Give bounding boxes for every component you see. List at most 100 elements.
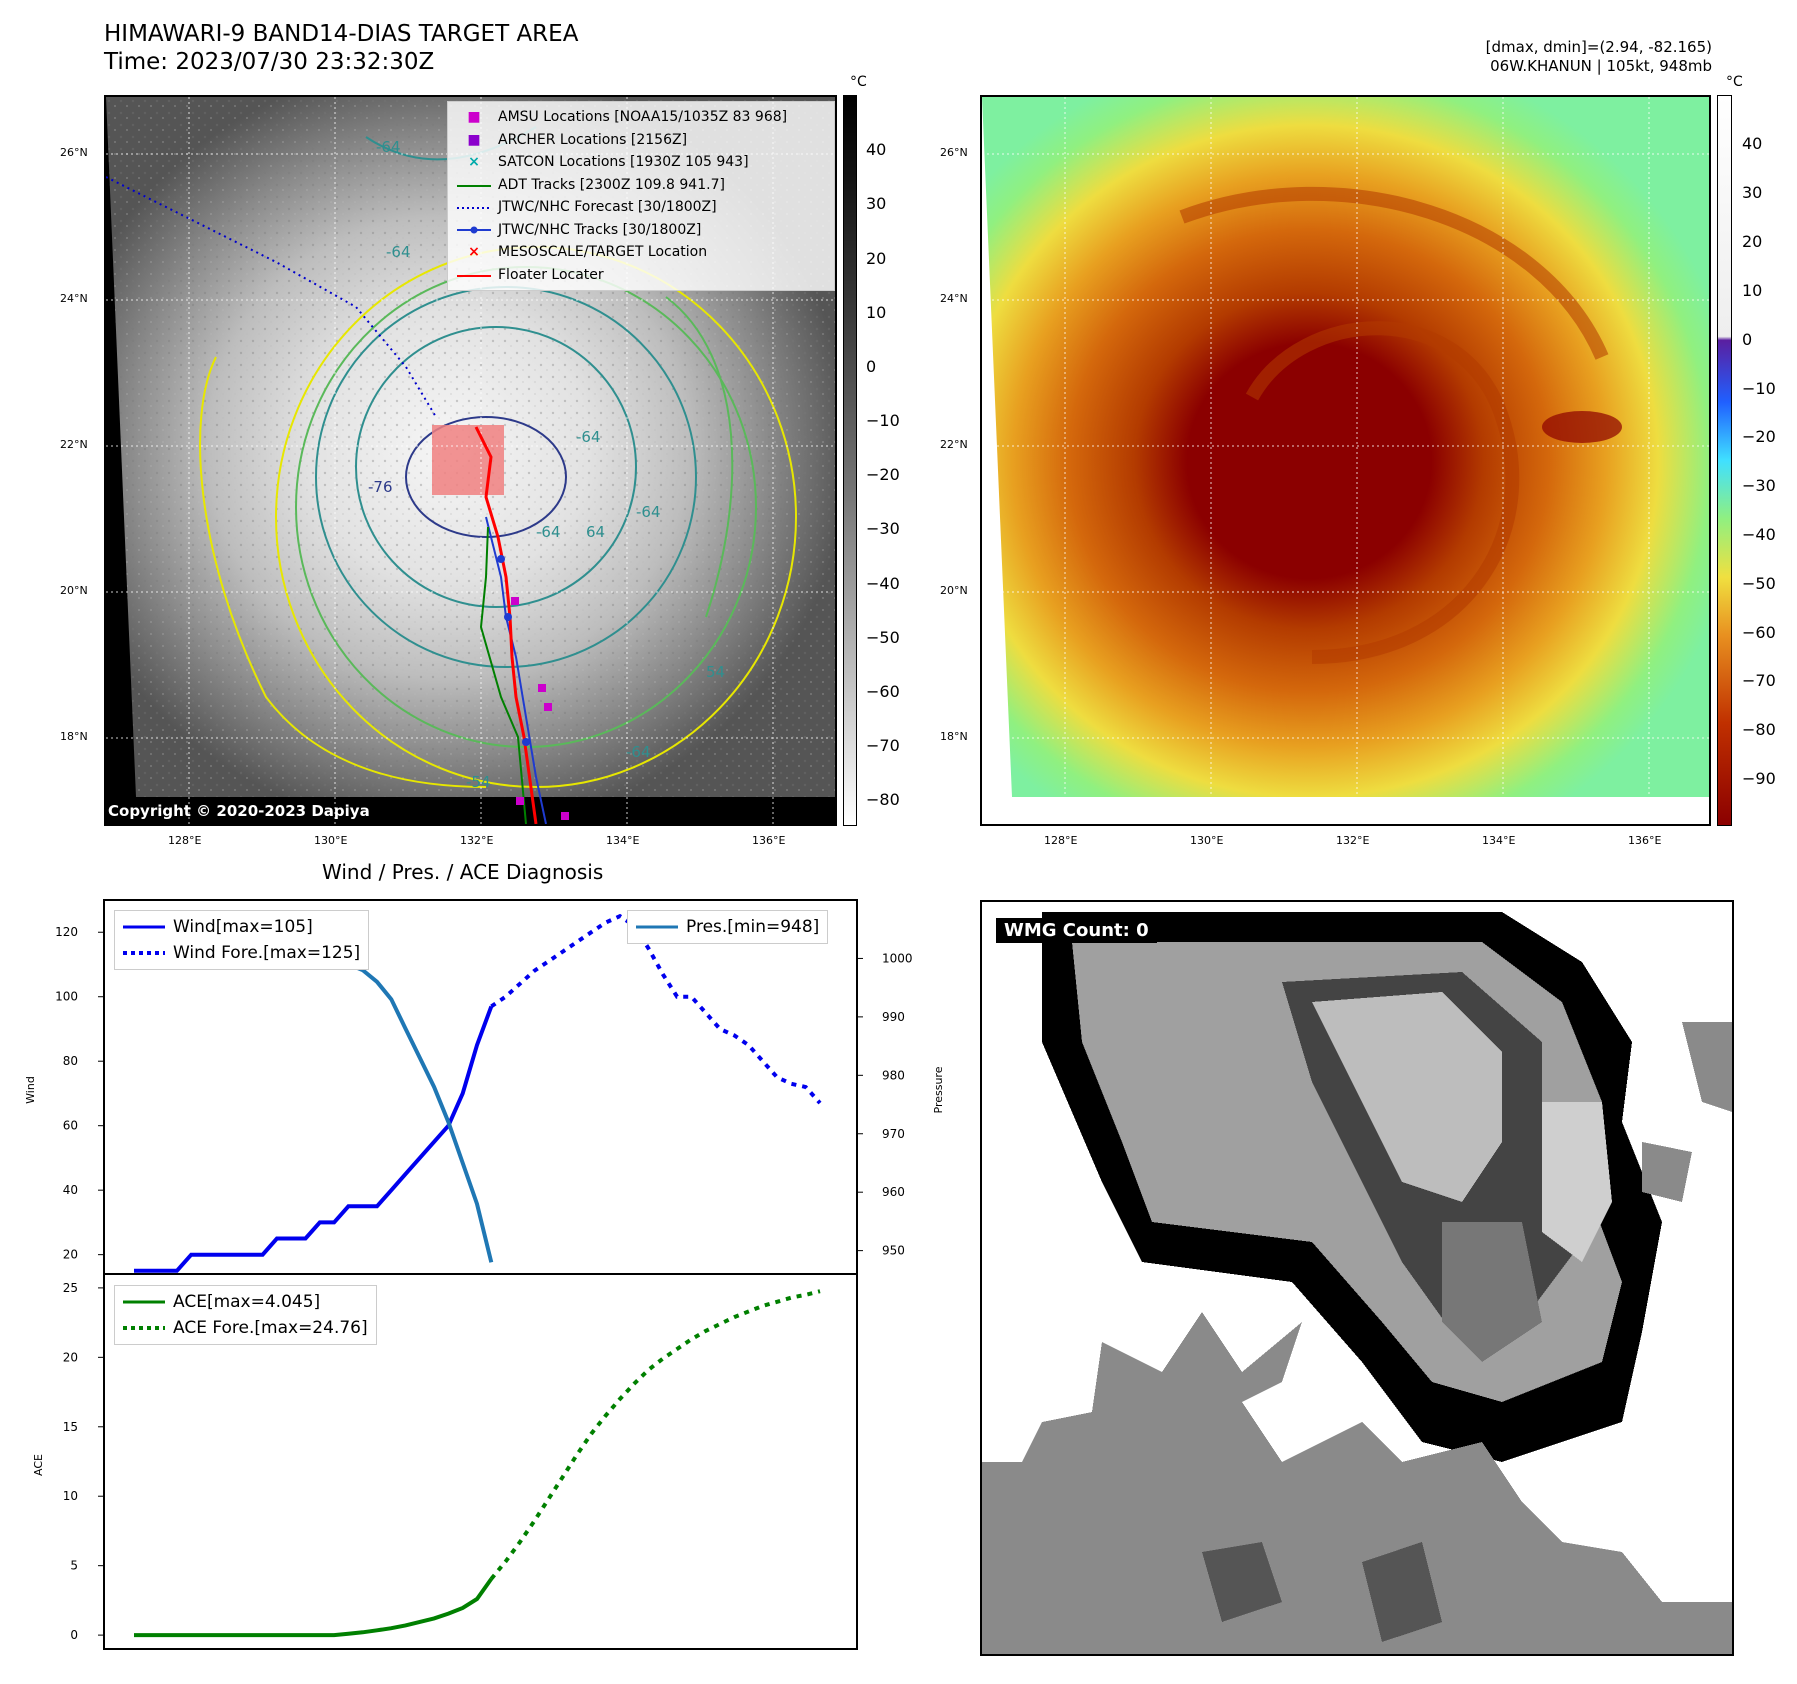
lat-tick: 22°N	[940, 438, 968, 451]
y2-tick-label: 990	[882, 1010, 905, 1024]
contour-label: -64	[636, 503, 661, 521]
wmg-image	[982, 912, 1732, 1654]
dmax-line: [dmax, dmin]=(2.94, -82.165)	[1485, 38, 1712, 56]
enhanced-ir-panel	[980, 95, 1711, 826]
square-icon: ■	[467, 109, 481, 125]
y-tick-label: 0	[70, 1628, 78, 1642]
ace-legend: ACE[max=4.045] ACE Fore.[max=24.76]	[114, 1285, 377, 1345]
lat-tick: 24°N	[940, 292, 968, 305]
lon-tick: 136°E	[1628, 834, 1662, 847]
y2-tick-label: 980	[882, 1068, 905, 1082]
y2-tick-label: 950	[882, 1244, 905, 1258]
lon-tick: 130°E	[314, 834, 348, 847]
x-icon: ×	[468, 244, 480, 260]
legend-item: JTWC/NHC Forecast [30/1800Z]	[456, 196, 826, 219]
right-colorbar-unit: °C	[1726, 74, 1743, 90]
ace-axes: 0 5 10 15 20 25	[63, 1281, 104, 1642]
series-line	[134, 1577, 493, 1638]
left-colorbar	[843, 95, 857, 826]
storm-info: [dmax, dmin]=(2.94, -82.165) 06W.KHANUN …	[1486, 38, 1712, 76]
diagnosis-title: Wind / Pres. / ACE Diagnosis	[322, 860, 604, 884]
pressure-legend: Pres.[min=948]	[627, 910, 829, 944]
lat-tick: 26°N	[940, 146, 968, 159]
y-tick-label: 40	[63, 1183, 78, 1197]
line-dot-icon	[456, 219, 492, 242]
y2-tick-label: 1000	[882, 951, 913, 965]
legend-item: Floater Locater	[456, 264, 826, 287]
lat-tick: 18°N	[60, 730, 88, 743]
wind-axis-label: Wind	[24, 1076, 37, 1104]
legend-item: Wind[max=105]	[123, 914, 360, 940]
right-colorbar	[1717, 95, 1732, 826]
dotted-line-icon	[456, 196, 492, 219]
y-tick-label: 5	[70, 1559, 78, 1573]
contour-label: -64	[626, 743, 651, 761]
lat-tick: 26°N	[60, 146, 88, 159]
line-icon	[456, 264, 492, 287]
y2-tick-label: 970	[882, 1127, 905, 1141]
x-icon: ×	[468, 154, 480, 170]
lon-tick: 134°E	[606, 834, 640, 847]
legend-item: ■ AMSU Locations [NOAA15/1035Z 83 968]	[456, 106, 826, 129]
line-icon	[636, 925, 678, 929]
ace-frame	[103, 1273, 858, 1650]
line-icon	[123, 1300, 165, 1304]
lon-tick: 128°E	[1044, 834, 1078, 847]
legend-item: ACE[max=4.045]	[123, 1289, 368, 1315]
dotted-line-icon	[123, 951, 165, 955]
lat-tick: 22°N	[60, 438, 88, 451]
contour-label: 64	[586, 523, 605, 541]
contour-label: -64	[576, 428, 601, 446]
lon-tick: 136°E	[752, 834, 786, 847]
lon-tick: 132°E	[1336, 834, 1370, 847]
legend-item: JTWC/NHC Tracks [30/1800Z]	[456, 219, 826, 242]
line-icon	[123, 925, 165, 929]
lon-tick: 134°E	[1482, 834, 1516, 847]
legend-item: Pres.[min=948]	[636, 914, 819, 940]
lat-tick: 20°N	[60, 584, 88, 597]
contour-label: 54	[706, 663, 725, 681]
map-legend: ■ AMSU Locations [NOAA15/1035Z 83 968] ■ A…	[447, 101, 835, 291]
legend-item: ACE Fore.[max=24.76]	[123, 1315, 368, 1341]
series-line	[134, 1005, 494, 1273]
contour-label: -76	[368, 478, 393, 496]
contour-label: -54	[466, 773, 491, 791]
contour-label: -64	[386, 243, 411, 261]
dotted-line-icon	[123, 1326, 165, 1330]
y2-tick-label: 960	[882, 1185, 905, 1199]
y-tick-label: 100	[55, 990, 78, 1004]
y-tick-label: 60	[63, 1119, 78, 1133]
contour-label: -64	[536, 523, 561, 541]
figure-title: HIMAWARI-9 BAND14-DIAS TARGET AREA Time:…	[104, 20, 578, 76]
wmg-panel	[980, 900, 1734, 1656]
copyright: Copyright © 2020-2023 Dapiya	[108, 802, 370, 820]
wind-legend: Wind[max=105] Wind Fore.[max=125]	[114, 910, 370, 970]
left-colorbar-unit: °C	[850, 74, 867, 90]
lat-tick: 24°N	[60, 292, 88, 305]
enhanced-ir-image	[982, 97, 1709, 824]
legend-item: ■ ARCHER Locations [2156Z]	[456, 129, 826, 152]
series-line	[148, 921, 494, 1263]
y-tick-label: 25	[63, 1281, 78, 1295]
series-line	[489, 1289, 821, 1581]
title-line-2: Time: 2023/07/30 23:32:30Z	[104, 49, 435, 75]
series-line	[490, 913, 822, 1105]
lon-tick: 132°E	[460, 834, 494, 847]
y-tick-label: 10	[63, 1489, 78, 1503]
wind-axes: 20 40 60 80 100 120 950 960 970 980 990 1000	[55, 925, 912, 1261]
legend-item: × MESOSCALE/TARGET Location	[456, 241, 826, 264]
legend-item: × SATCON Locations [1930Z 105 943]	[456, 151, 826, 174]
y-tick-label: 20	[63, 1350, 78, 1364]
lat-tick: 18°N	[940, 730, 968, 743]
pressure-axis-label: Pressure	[932, 1066, 945, 1113]
title-line-1: HIMAWARI-9 BAND14-DIAS TARGET AREA	[104, 21, 579, 47]
y-tick-label: 80	[63, 1054, 78, 1068]
storm-line: 06W.KHANUN | 105kt, 948mb	[1490, 57, 1712, 75]
ir-map-panel: -64 -64 -76 -64 -64 54 -54 -64 64 -64 ■ A…	[104, 95, 837, 826]
ace-lines	[134, 1289, 821, 1638]
square-icon: ■	[467, 131, 481, 148]
y-tick-label: 120	[55, 925, 78, 939]
ace-axis-label: ACE	[32, 1454, 45, 1476]
legend-item: ADT Tracks [2300Z 109.8 941.7]	[456, 174, 826, 197]
wmg-count-label: WMG Count: 0	[996, 918, 1157, 943]
